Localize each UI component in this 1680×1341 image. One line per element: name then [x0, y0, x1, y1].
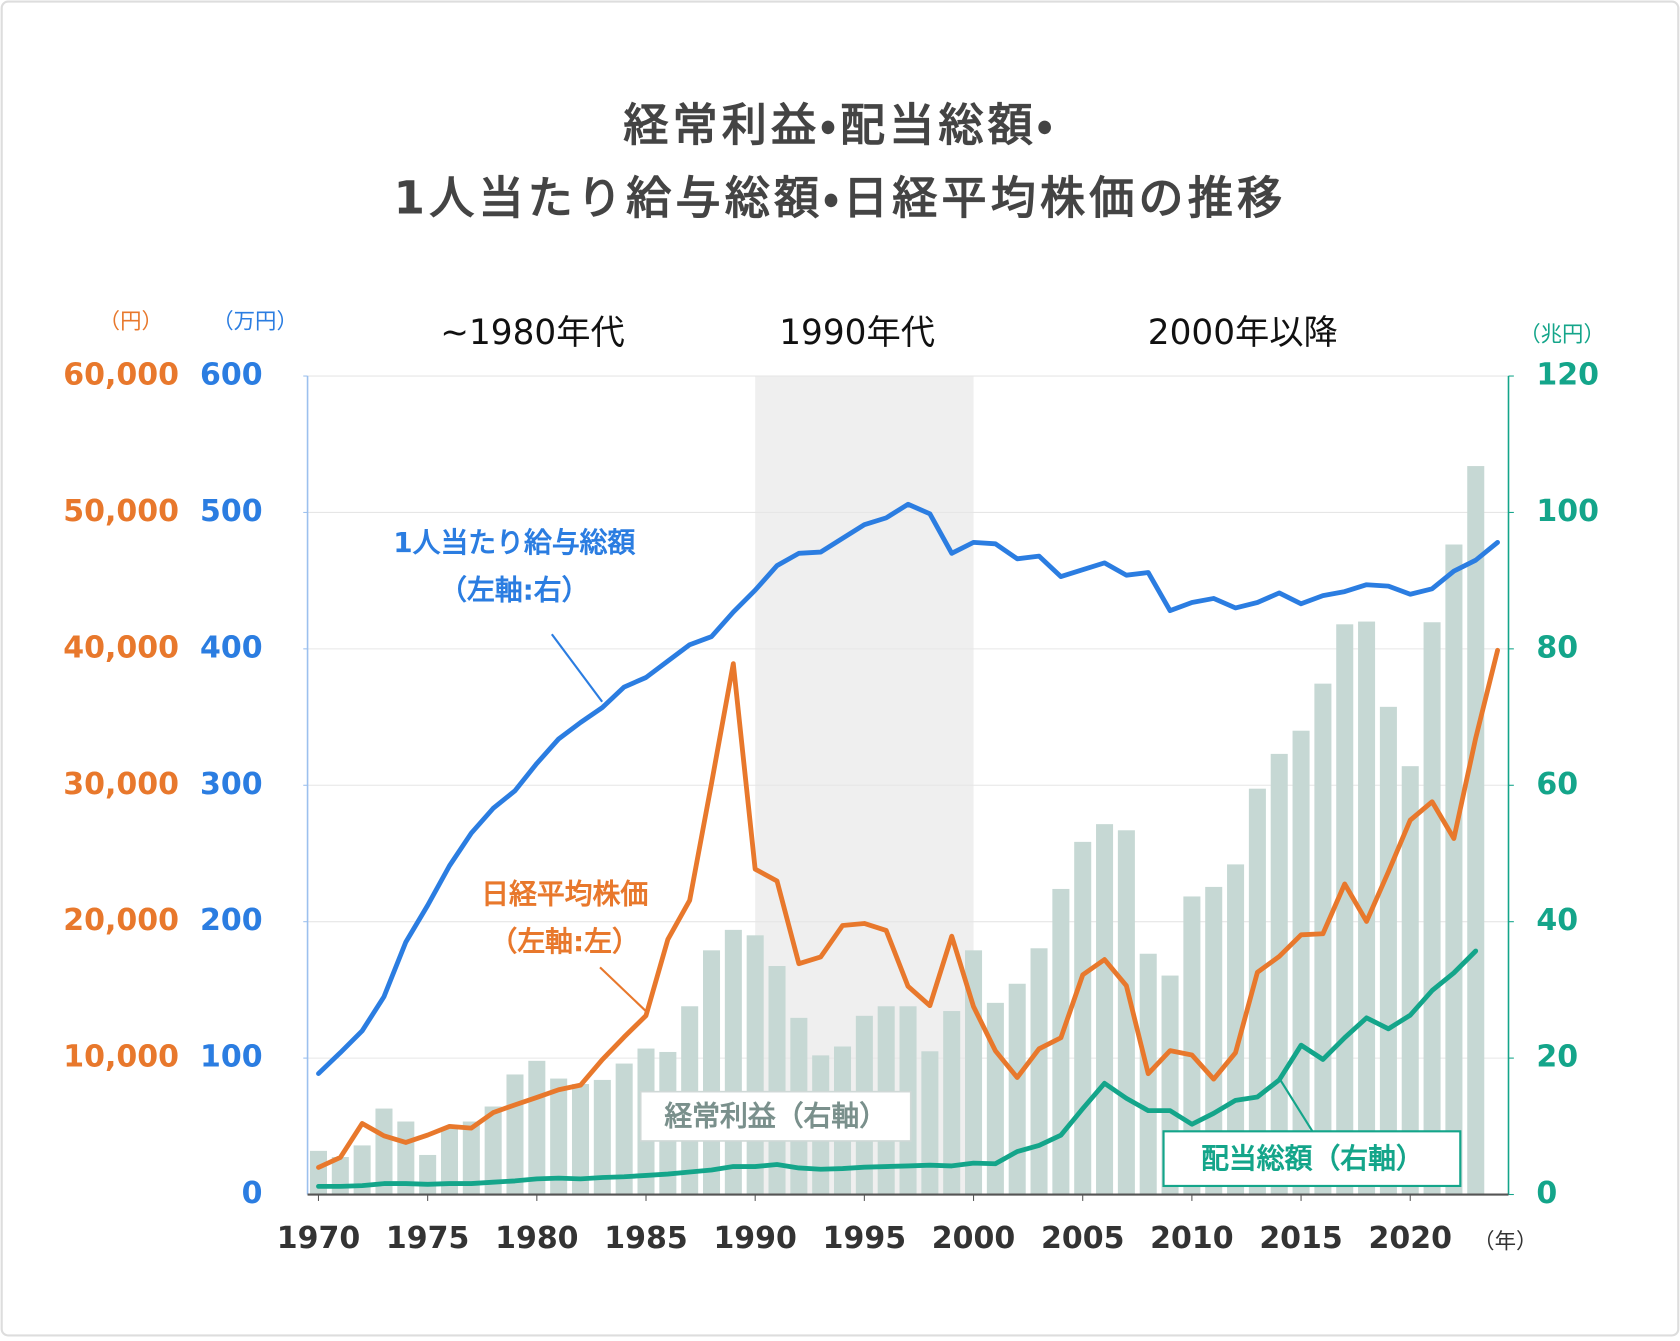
y-tick-label: 600 [200, 358, 263, 393]
bar [550, 1078, 568, 1195]
bar [921, 1051, 939, 1195]
bar [1096, 824, 1114, 1195]
series-label: 日経平均株価 [481, 878, 648, 911]
x-tick-label: 1975 [386, 1221, 469, 1256]
x-tick-label: 1980 [495, 1221, 578, 1256]
bar [1008, 983, 1026, 1195]
y-tick-label: 0 [242, 1176, 263, 1211]
series-note: （左軸:右） [439, 573, 589, 606]
y2-tick-label: 120 [1536, 358, 1599, 393]
bar [943, 1011, 961, 1195]
label-box [639, 1090, 912, 1142]
x-tick-label: 2015 [1259, 1221, 1342, 1256]
x-tick-label: 1990 [713, 1221, 796, 1256]
bar [702, 950, 721, 1195]
line-series [316, 948, 1479, 1189]
x-tick-label: 2010 [1150, 1221, 1233, 1256]
series-label: 配当総額（右軸） [1201, 1142, 1424, 1175]
bar [1467, 466, 1485, 1195]
chart-title: 1人当たり給与総額・日経平均株価の推移 [394, 171, 1287, 224]
x-tick-label: 1970 [277, 1221, 360, 1256]
line-series [316, 501, 1500, 1076]
y2-tick-label: 100 [1536, 494, 1599, 529]
bar [462, 1121, 480, 1195]
bar [1074, 841, 1092, 1195]
bar [746, 935, 764, 1195]
y2-tick-label: 60 [1536, 767, 1578, 802]
bar [1379, 706, 1397, 1195]
y-tick-label: 40,000 [63, 630, 179, 665]
line-series [316, 647, 1500, 1170]
y-tick-label: 60,000 [63, 358, 179, 393]
y-inner-unit: （万円） [212, 309, 298, 334]
bar [1052, 888, 1070, 1195]
bar [1270, 753, 1288, 1195]
y2-tick-label: 0 [1536, 1176, 1557, 1211]
period-label: 1990年代 [779, 313, 935, 353]
y-unit: （円） [99, 309, 163, 334]
bar [1292, 730, 1310, 1195]
bar [593, 1079, 611, 1195]
bar [571, 1084, 590, 1195]
y-tick-label: 30,000 [63, 767, 179, 802]
leader-line [550, 633, 604, 703]
label-box [1162, 1130, 1462, 1188]
series-label: 1人当たり給与総額 [393, 526, 635, 559]
bar [1401, 766, 1419, 1195]
bar [1314, 683, 1332, 1195]
x-unit: （年） [1473, 1230, 1537, 1255]
bar [1336, 624, 1354, 1195]
bar [419, 1154, 437, 1195]
bar [615, 1063, 633, 1195]
bar [375, 1108, 393, 1195]
y-tick-label: 100 [200, 1040, 263, 1075]
bar [1358, 621, 1376, 1195]
bar [506, 1074, 524, 1195]
bar [309, 1150, 327, 1195]
bar [353, 1145, 371, 1195]
y2-tick-label: 80 [1536, 630, 1578, 665]
y-tick-label: 200 [200, 903, 263, 938]
bar [440, 1128, 459, 1195]
y-tick-label: 300 [200, 767, 263, 802]
bar [1030, 948, 1048, 1195]
y2-tick-label: 20 [1536, 1040, 1578, 1075]
period-label: 2000年以降 [1148, 313, 1338, 353]
bar [1423, 622, 1441, 1195]
x-tick-label: 1985 [604, 1221, 687, 1256]
bar [1445, 544, 1463, 1195]
y2-tick-label: 40 [1536, 903, 1578, 938]
bar [484, 1106, 502, 1195]
x-tick-label: 2020 [1369, 1221, 1452, 1256]
y-tick-label: 50,000 [63, 494, 179, 529]
y-tick-label: 500 [200, 494, 263, 529]
period-label: ~1980年代 [440, 313, 624, 353]
y-tick-label: 400 [200, 630, 263, 665]
x-tick-label: 2000 [932, 1221, 1015, 1256]
leader-line [599, 966, 647, 1013]
y-tick-label: 10,000 [63, 1040, 179, 1075]
bar [986, 1002, 1004, 1195]
chart-title: 経常利益・配当総額・ [623, 99, 1056, 152]
x-tick-label: 1995 [823, 1221, 906, 1256]
x-tick-label: 2005 [1041, 1221, 1124, 1256]
bar [768, 966, 786, 1195]
leader-line [1279, 1079, 1314, 1132]
y2-unit: （兆円） [1519, 322, 1605, 347]
series-label: 経常利益（右軸） [663, 1099, 887, 1132]
bar [528, 1060, 546, 1195]
bar [724, 929, 742, 1195]
series-note: （左軸:左） [489, 925, 639, 958]
y-tick-label: 20,000 [63, 903, 179, 938]
bar [1227, 864, 1245, 1195]
